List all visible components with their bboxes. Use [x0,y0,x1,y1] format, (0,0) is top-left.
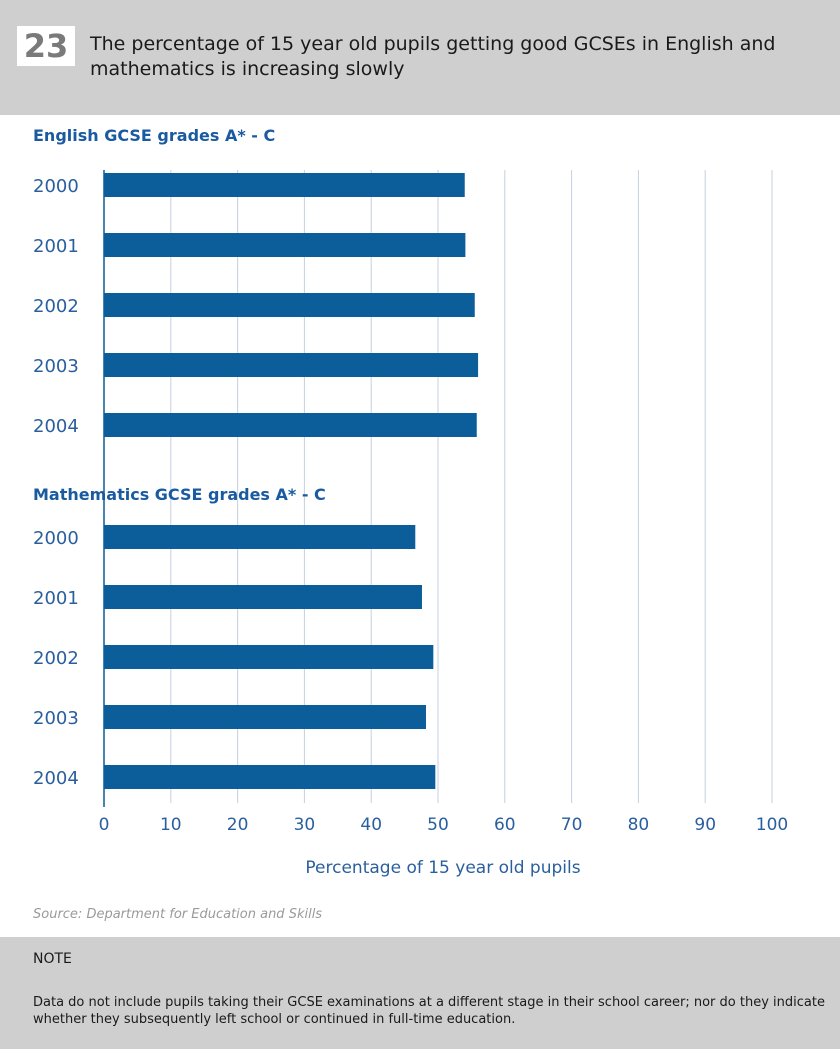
note-label: NOTE [33,951,72,967]
category-label: 2002 [33,648,79,669]
figure-title: The percentage of 15 year old pupils get… [90,33,776,80]
category-label: 2004 [33,416,79,437]
bar [104,233,466,257]
x-tick-label: 100 [756,815,788,835]
x-tick-label: 60 [494,815,516,835]
x-tick-label: 90 [694,815,716,835]
bar [104,293,475,317]
bar [104,645,434,669]
category-label: 2004 [33,768,79,789]
x-tick-label: 80 [628,815,650,835]
bar [104,705,426,729]
x-tick-label: 30 [294,815,316,835]
figure-header: 23 The percentage of 15 year old pupils … [0,0,840,115]
category-label: 2002 [33,296,79,317]
note-panel: NOTE Data do not include pupils taking t… [0,937,840,1049]
chart-area: English GCSE grades A* - C 2000 2001 2002 20… [0,115,840,937]
x-tick-label: 10 [160,815,182,835]
category-label: 2001 [33,588,79,609]
category-label: 2000 [33,528,79,549]
x-tick-label: 20 [227,815,249,835]
category-label: 2003 [33,356,79,377]
note-text: Data do not include pupils taking their … [33,995,825,1027]
figure-number: 23 [17,26,75,66]
x-tick-label: 50 [427,815,449,835]
x-axis-label: Percentage of 15 year old pupils [305,858,580,878]
category-label: 2001 [33,236,79,257]
x-tick-label: 0 [99,815,110,835]
bar [104,353,479,377]
bar [104,765,436,789]
category-label: 2000 [33,176,79,197]
bar [104,413,477,437]
x-tick-label: 70 [561,815,583,835]
source-text: Source: Department for Education and Ski… [33,907,323,922]
bar [104,173,465,197]
bar [104,525,416,549]
panel-title: Mathematics GCSE grades A* - C [33,485,326,504]
bar-chart: English GCSE grades A* - C 2000 2001 2002 20… [33,126,788,878]
x-tick-label: 40 [360,815,382,835]
category-label: 2003 [33,708,79,729]
bar [104,585,422,609]
panel-title: English GCSE grades A* - C [33,126,275,145]
